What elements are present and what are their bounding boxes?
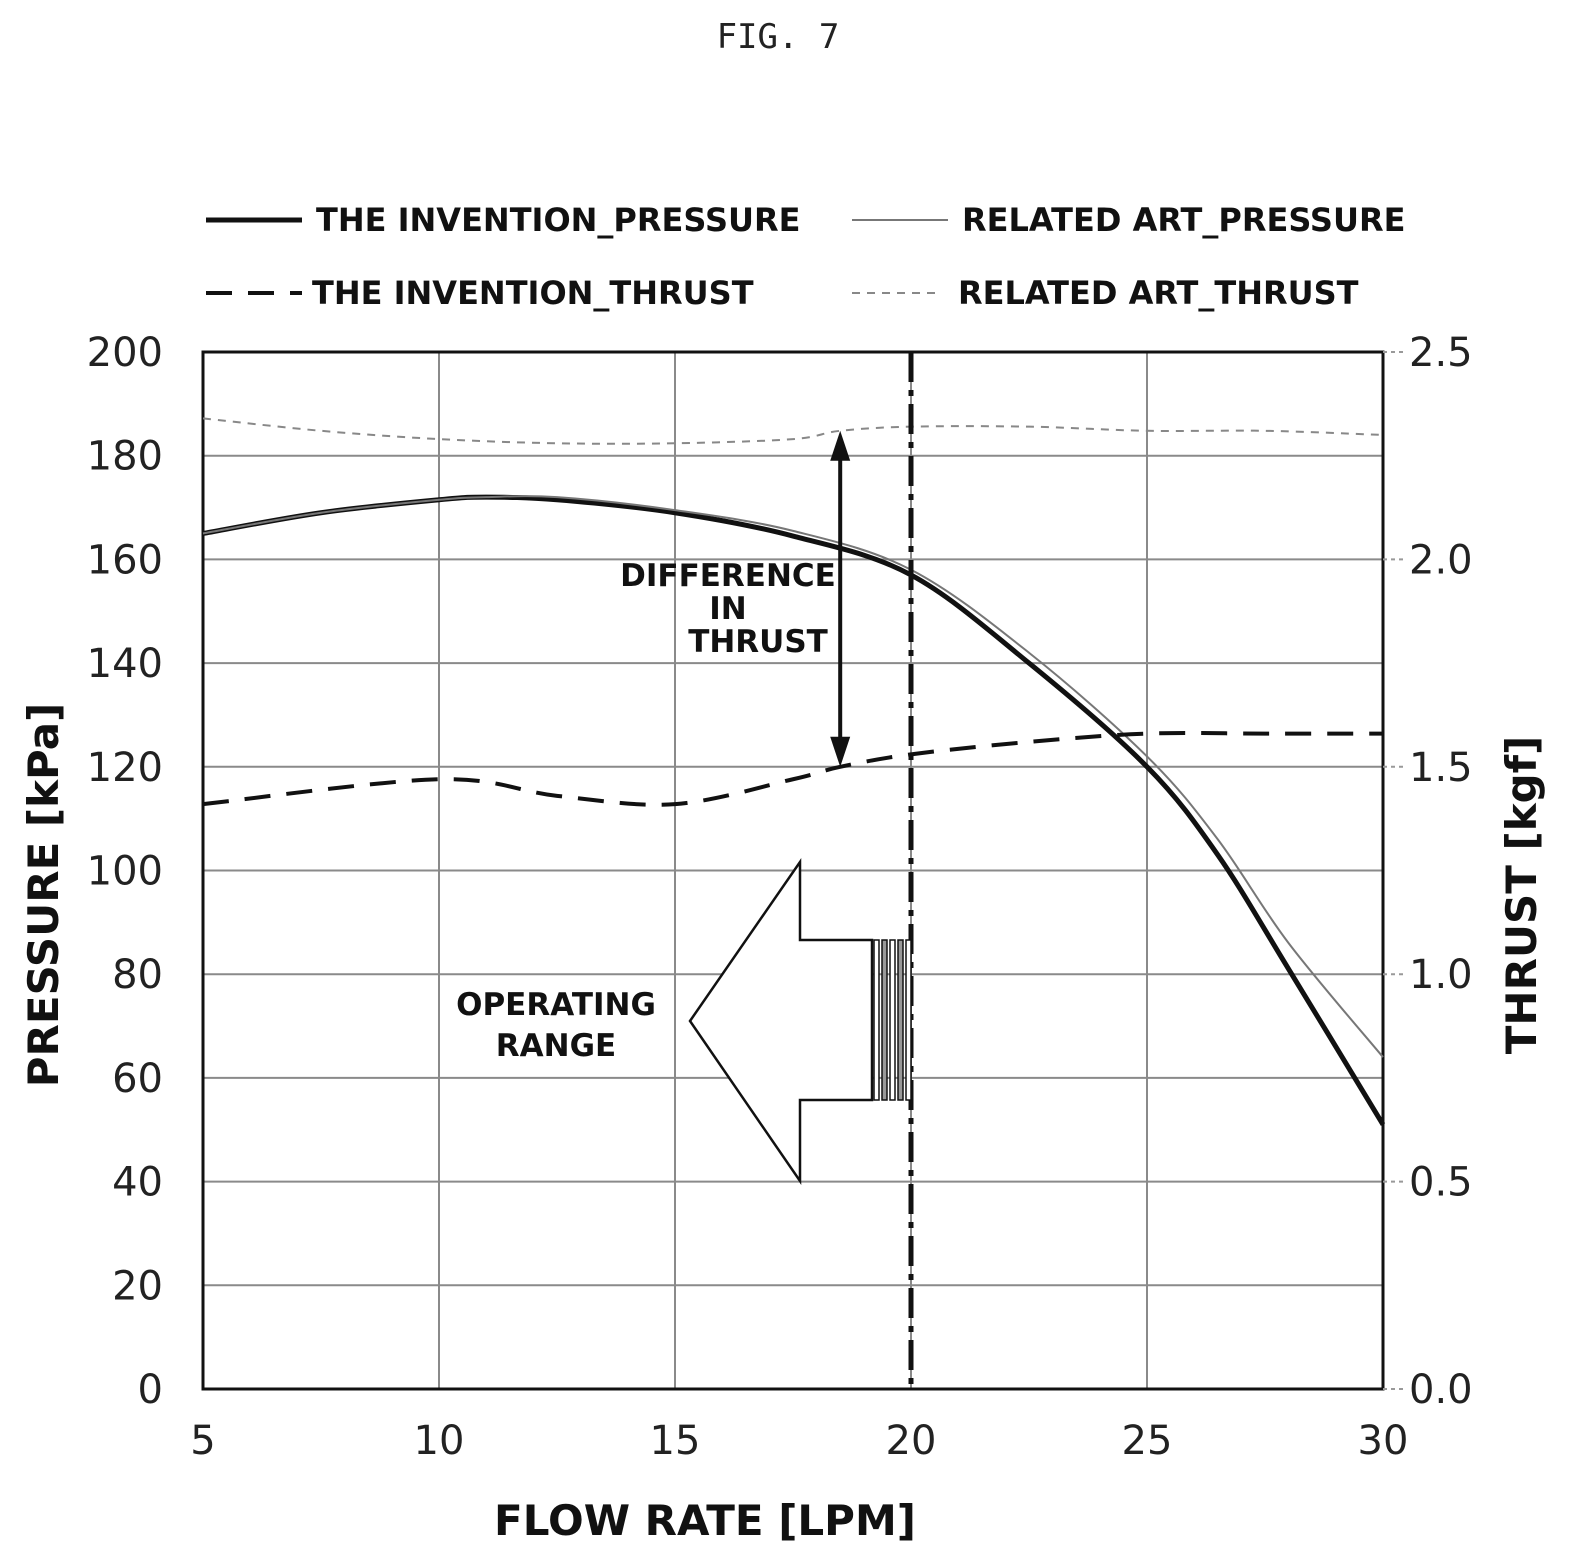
x-tick-label: 20 — [886, 1418, 937, 1464]
y-tick-label: 200 — [87, 330, 163, 376]
y-tick-labels: 0 20 40 60 80 100 120 140 160 180 200 — [87, 330, 163, 1413]
y2-axis-title: THRUST [kgf] — [1497, 736, 1546, 1054]
y2-tick-label: 0.5 — [1409, 1160, 1473, 1206]
x-tick-label: 5 — [190, 1418, 215, 1464]
operating-range-bar — [905, 939, 912, 1101]
y-axis-title: PRESSURE [kPa] — [19, 703, 68, 1088]
operating-range-bar — [889, 939, 896, 1101]
figure-label: FIG. 7 — [717, 17, 840, 57]
difference-label: IN — [709, 591, 746, 627]
y-tick-label: 140 — [87, 641, 163, 687]
difference-arrow-head-down — [830, 736, 851, 767]
y2-tick-label: 1.0 — [1409, 952, 1473, 998]
legend-label: RELATED ART_PRESSURE — [962, 201, 1405, 239]
operating-range-label: OPERATING — [456, 987, 656, 1023]
y-tick-label: 180 — [87, 434, 163, 480]
plot-frame — [201, 350, 1385, 1391]
y2-tick-label: 1.5 — [1409, 745, 1473, 791]
x-tick-label: 15 — [650, 1418, 701, 1464]
y-tick-label: 160 — [87, 537, 163, 583]
y-tick-label: 60 — [112, 1056, 163, 1102]
operating-range-bar — [873, 939, 880, 1101]
operating-range-label: RANGE — [496, 1028, 616, 1064]
y-tick-label: 40 — [112, 1160, 163, 1206]
y2-tick-label: 2.0 — [1409, 537, 1473, 583]
series-layer — [202, 417, 1386, 1126]
y-tick-label: 100 — [87, 849, 163, 895]
legend: THE INVENTION_PRESSURE RELATED ART_PRESSU… — [206, 201, 1405, 312]
legend-label: THE INVENTION_PRESSURE — [316, 201, 801, 239]
x-axis-title: FLOW RATE [LPM] — [494, 1496, 916, 1545]
operating-range-arrow — [688, 857, 874, 1186]
y2-tick-label: 2.5 — [1409, 330, 1473, 376]
difference-label: DIFFERENCE — [620, 558, 836, 594]
series-line-3 — [202, 731, 1383, 807]
difference-label: THRUST — [688, 624, 828, 660]
y2-tick-labels: 0.0 0.5 1.0 1.5 2.0 2.5 — [1383, 330, 1473, 1413]
y-tick-label: 80 — [112, 952, 163, 998]
x-tick-label: 25 — [1122, 1418, 1173, 1464]
operating-range-bar — [897, 939, 904, 1101]
y-tick-label: 20 — [112, 1263, 163, 1309]
legend-label: THE INVENTION_THRUST — [312, 274, 754, 312]
y-tick-label: 0 — [138, 1367, 163, 1413]
x-tick-label: 10 — [414, 1418, 465, 1464]
x-tick-label: 30 — [1358, 1418, 1409, 1464]
series-line-4 — [202, 417, 1384, 445]
series-line-2 — [202, 495, 1384, 1058]
difference-arrow-head-up — [830, 430, 851, 461]
y-tick-label: 120 — [87, 745, 163, 791]
x-tick-labels: 5 10 15 20 25 30 — [190, 1418, 1408, 1464]
y2-tick-label: 0.0 — [1409, 1367, 1473, 1413]
legend-label: RELATED ART_THRUST — [958, 274, 1359, 312]
operating-range-bar — [881, 939, 888, 1101]
